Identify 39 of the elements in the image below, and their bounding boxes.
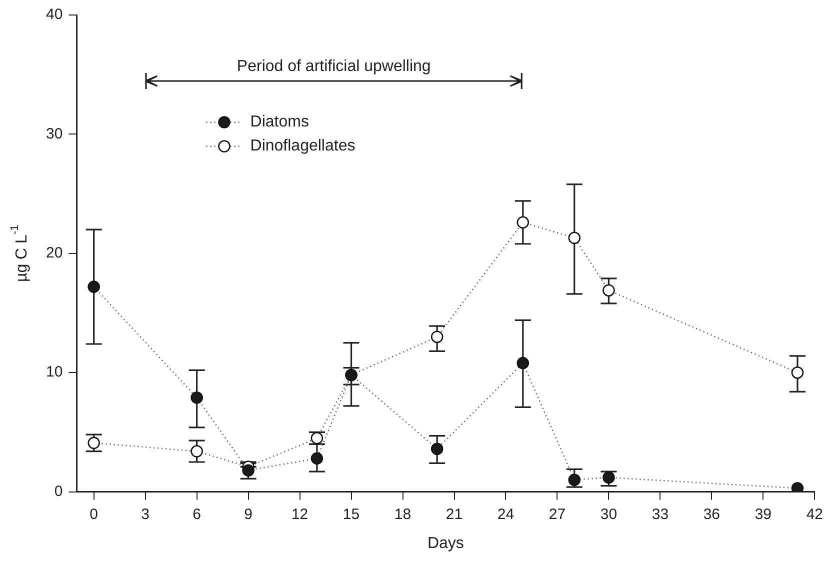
x-tick-label: 9 [244,506,252,523]
x-tick-label: 15 [342,506,360,523]
x-tick-label: 3 [141,506,150,523]
x-tick-label: 18 [394,506,412,523]
y-axis-title: µg C L-1 [9,224,30,282]
point [602,471,615,484]
point [190,391,203,404]
x-tick-label: 36 [703,506,720,523]
point [568,474,581,486]
x-tick-label: 12 [291,506,308,523]
x-tick-label: 0 [90,506,98,523]
x-tick-label: 27 [548,506,566,523]
point [568,232,581,244]
y-tick-label: 10 [46,364,63,381]
x-tick-label: 42 [806,506,823,523]
legend-label: Diatoms [250,114,309,131]
y-tick-label: 40 [46,6,63,24]
x-tick-label: 24 [497,506,514,523]
point [602,284,615,296]
y-tick-label: 30 [46,125,63,142]
x-tick-label: 21 [446,506,463,523]
x-tick-label: 39 [754,506,772,523]
x-tick-label: 6 [192,506,201,523]
y-tick-label: 20 [46,244,63,262]
point [190,445,203,458]
x-tick-label: 33 [652,506,669,523]
x-tick-label: 30 [600,506,618,523]
legend-label: Dinoflagellates [250,138,356,155]
point [791,482,804,492]
point [516,216,530,229]
point [516,356,530,370]
annotation: Period of artificial upwelling [236,58,431,76]
point [310,452,324,465]
point [88,280,100,293]
point [430,442,444,456]
point [430,330,444,343]
point [791,366,804,379]
x-axis-title: Days [427,534,464,552]
y-tick-label: 0 [54,482,63,500]
